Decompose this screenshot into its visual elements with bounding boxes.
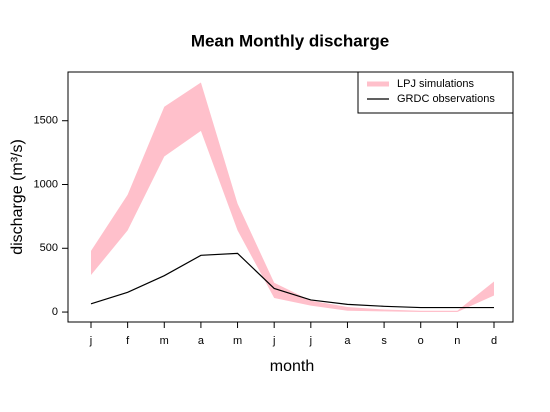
chart-title: Mean Monthly discharge bbox=[191, 31, 389, 50]
x-tick-label: a bbox=[344, 335, 351, 347]
x-tick-label: m bbox=[160, 335, 169, 347]
plot-frame bbox=[67, 71, 514, 323]
y-tick-label: 1000 bbox=[34, 178, 58, 190]
x-tick-label: n bbox=[454, 335, 460, 347]
x-axis-title: month bbox=[270, 358, 314, 375]
x-tick-label: f bbox=[126, 335, 130, 347]
legend-label: LPJ simulations bbox=[397, 78, 475, 90]
x-tick-label: j bbox=[309, 335, 312, 347]
y-tick-label: 1500 bbox=[34, 115, 58, 127]
y-tick-label: 0 bbox=[52, 306, 58, 318]
x-tick-label: m bbox=[233, 335, 242, 347]
x-tick-label: j bbox=[272, 335, 275, 347]
legend-box bbox=[357, 71, 514, 114]
x-tick-label: a bbox=[198, 335, 205, 347]
x-tick-label: d bbox=[491, 335, 497, 347]
x-tick-label: j bbox=[89, 335, 92, 347]
y-axis-title: discharge (m³/s) bbox=[9, 139, 26, 255]
observation-line bbox=[90, 252, 494, 309]
x-tick-label: o bbox=[418, 335, 424, 347]
legend-label: GRDC observations bbox=[397, 93, 495, 105]
y-tick-label: 500 bbox=[40, 242, 58, 254]
x-tick-label: s bbox=[381, 335, 387, 347]
simulation-band bbox=[91, 82, 494, 313]
